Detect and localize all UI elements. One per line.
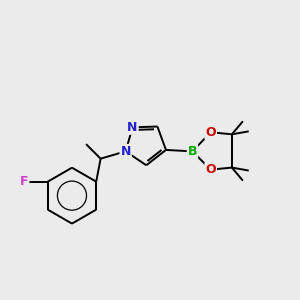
Text: O: O xyxy=(206,126,216,139)
Text: B: B xyxy=(188,145,197,158)
Text: O: O xyxy=(206,163,216,176)
Text: N: N xyxy=(127,121,138,134)
Text: F: F xyxy=(20,175,28,188)
Text: N: N xyxy=(121,145,131,158)
